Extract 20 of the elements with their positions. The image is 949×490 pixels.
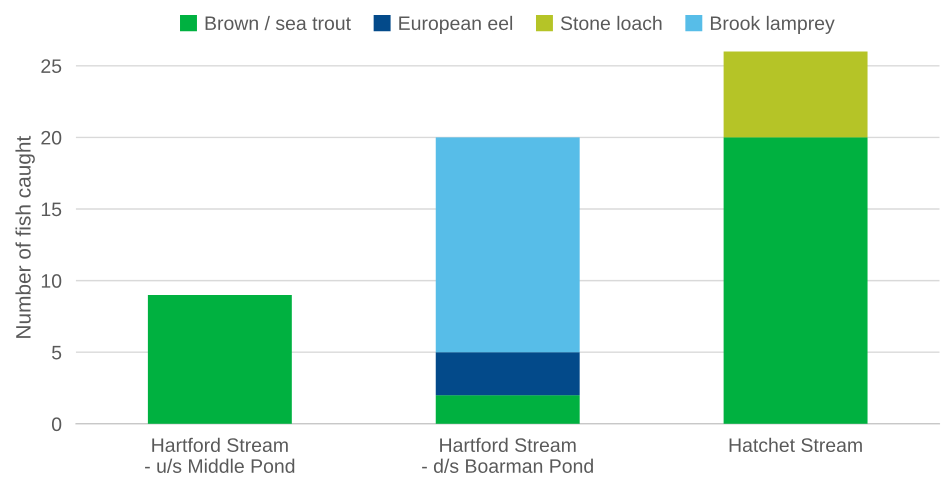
y-tick-label: 10 — [42, 274, 62, 288]
y-tick-label: 20 — [41, 130, 62, 145]
bar — [436, 137, 580, 352]
legend-label: Brown / sea trout — [206, 16, 351, 30]
x-tick-label: Hatchet Stream — [730, 438, 862, 452]
bar — [724, 51, 868, 138]
bar — [436, 352, 580, 396]
y-tick-label: 25 — [41, 59, 62, 74]
legend-label: Brook lamprey — [710, 16, 835, 34]
x-tick-label: Hartford Stream - d/s Boarman Pond — [422, 438, 593, 473]
legend-label: European eel — [399, 16, 512, 34]
y-tick-label: 5 — [52, 346, 62, 360]
bar — [724, 137, 868, 424]
bar — [436, 395, 580, 424]
y-tick-label: 15 — [42, 202, 62, 216]
bar — [148, 294, 292, 424]
x-tick-label: Hartford Stream - u/s Middle Pond — [145, 438, 294, 473]
y-tick-label: 0 — [52, 417, 62, 432]
y-axis-title: Number of fish caught — [15, 136, 35, 338]
legend-label: Stone loach — [560, 16, 662, 30]
